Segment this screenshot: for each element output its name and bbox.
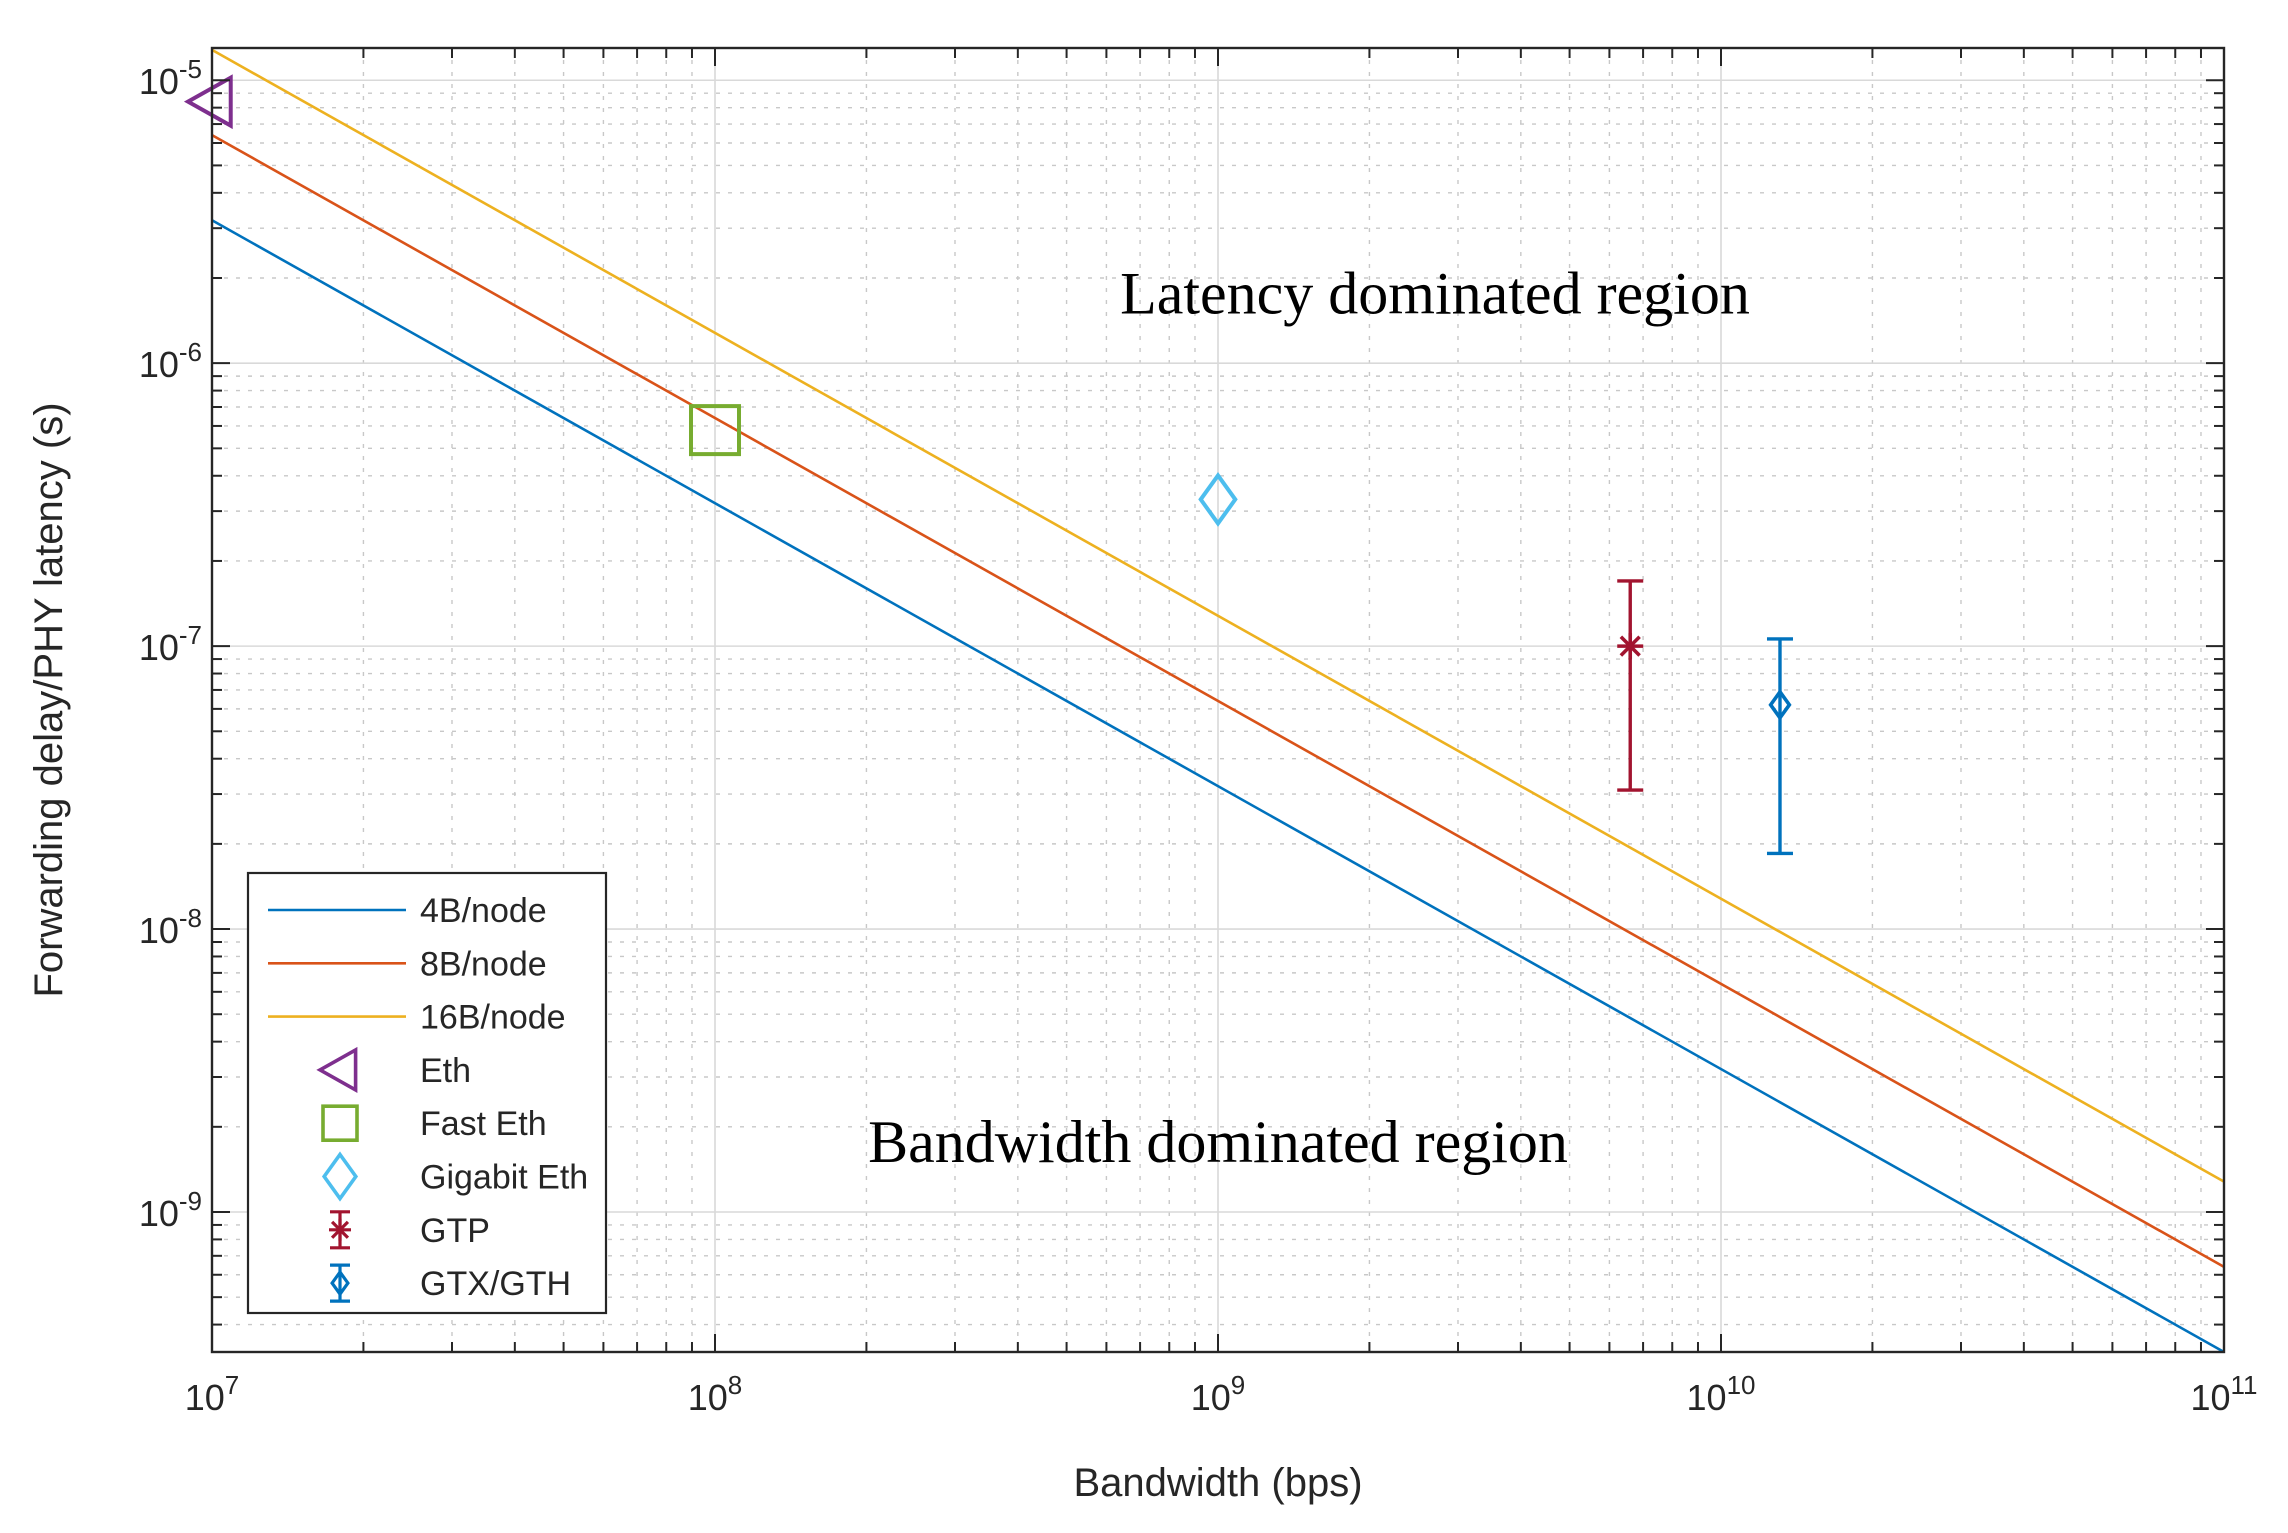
- annotation-text: Bandwidth dominated region: [868, 1109, 1568, 1175]
- y-tick-label: 10-5: [139, 54, 202, 102]
- legend-errorbar-marker: [330, 1269, 350, 1297]
- legend-marker-swatch: [321, 1151, 359, 1202]
- legend-label: GTX/GTH: [420, 1265, 571, 1303]
- legend-box: [246, 871, 608, 1315]
- x-axis-label: Bandwidth (bps): [1073, 1461, 1362, 1505]
- y-tick-label: 10-7: [139, 620, 202, 668]
- annotations: Latency dominated region Bandwidth domina…: [868, 260, 1750, 1175]
- errorbar-marker: [1768, 688, 1792, 721]
- marker-point: [689, 404, 741, 457]
- y-axis-label: Forwarding delay/PHY latency (s): [27, 402, 71, 997]
- y-tick-label: 10-6: [139, 337, 202, 385]
- plot-series: [183, 48, 2225, 1354]
- x-tick-label: 1011: [2190, 1370, 2257, 1418]
- errorbar: [1617, 579, 1644, 792]
- x-tick-label: 1010: [1687, 1370, 1756, 1418]
- axis-ticks: 107 108 109 1010 1011 10-9 10-8 10-7 10-6 10-5: [139, 48, 2258, 1418]
- legend-marker-swatch: [316, 1046, 358, 1093]
- legend-label: Eth: [420, 1052, 471, 1090]
- asterisk-stroke: [330, 1220, 350, 1239]
- legend-label: 8B/node: [420, 945, 547, 983]
- annotation-text: Latency dominated region: [1120, 260, 1750, 326]
- series-line: [211, 48, 2225, 1183]
- legend-marker-swatch: [321, 1104, 359, 1142]
- legend-label: Gigabit Eth: [420, 1159, 588, 1197]
- series-line: [211, 219, 2225, 1354]
- legend-errorbar-swatch: [330, 1263, 350, 1303]
- legend-errorbar-marker: [329, 1218, 351, 1241]
- legend-label: 4B/node: [420, 892, 547, 930]
- legend-errorbar-swatch: [329, 1210, 351, 1250]
- errorbar-marker: [1617, 633, 1644, 660]
- asterisk-stroke: [1619, 635, 1641, 657]
- y-tick-label: 10-8: [139, 903, 202, 951]
- marker-point: [183, 74, 233, 130]
- y-tick-label: 10-9: [139, 1186, 202, 1234]
- legend-label: Fast Eth: [420, 1105, 547, 1143]
- x-tick-label: 109: [1191, 1370, 1246, 1418]
- marker-point: [1198, 471, 1238, 527]
- legend-label: 16B/node: [420, 999, 566, 1037]
- legend: 4B/node 8B/node 16B/node Eth Fast Eth Gigabit…: [246, 871, 608, 1315]
- legend-label: GTP: [420, 1212, 490, 1250]
- x-tick-label: 107: [185, 1370, 240, 1418]
- series-line: [211, 133, 2225, 1268]
- errorbar: [1766, 637, 1793, 856]
- x-tick-label: 108: [688, 1370, 743, 1418]
